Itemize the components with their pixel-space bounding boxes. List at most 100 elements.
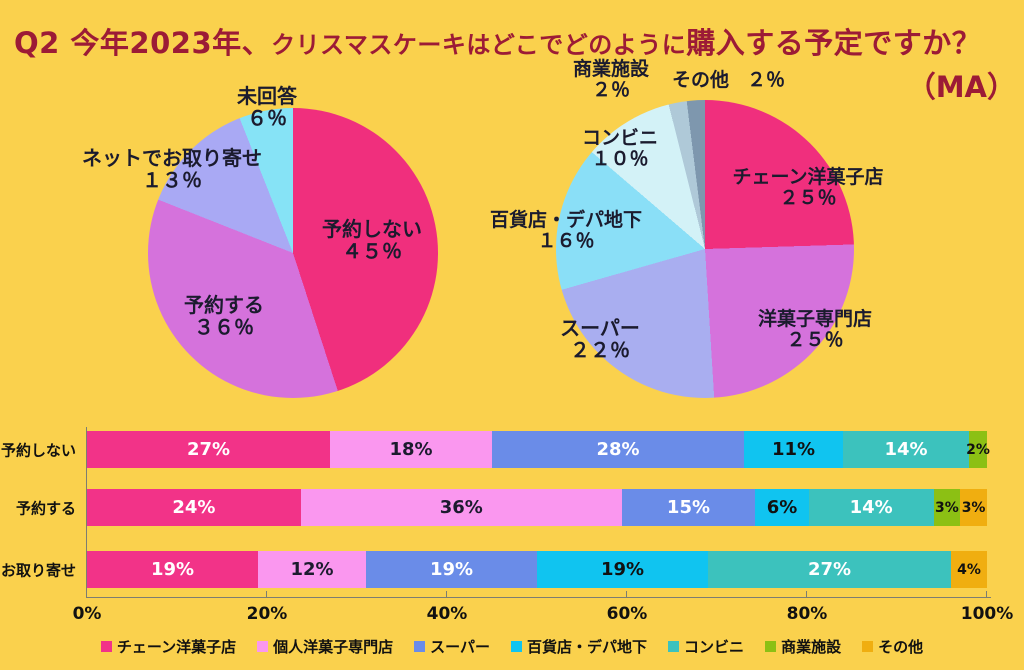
bar-segment-value: 27%	[186, 439, 231, 460]
bar-category-label: 予約する	[15, 499, 76, 517]
bar-segment-value: 18%	[389, 439, 433, 460]
x-axis-tick-mark	[266, 591, 267, 597]
x-axis-line	[86, 597, 991, 598]
bar-segment-value: 6%	[766, 497, 798, 518]
x-axis-tick-mark	[986, 591, 987, 597]
bar-segment-supermarket: 19%	[366, 551, 537, 588]
bar-segment-value: 14%	[849, 497, 893, 518]
legend-item-convenience-store: コンビニ	[668, 636, 744, 657]
pie-label-no-reservation: 予約しない ４５％	[322, 217, 422, 263]
bar-segment-value: 4%	[957, 561, 981, 578]
legend-label: コンビニ	[684, 638, 745, 656]
bar-category-label: お取り寄せ	[0, 561, 76, 579]
legend-swatch-icon	[862, 641, 874, 652]
bar-segment-department-store: 11%	[744, 431, 843, 468]
bar-segment-commercial-facility: 2%	[966, 431, 990, 468]
bar-row: 予約する 24% 36% 15% 6% 14% 3% 3%	[0, 489, 1024, 526]
pie-label-other: その他 ２％	[672, 69, 786, 91]
pie-label-supermarket: スーパー ２２％	[560, 316, 640, 362]
bar-segment-value: 2%	[966, 441, 990, 458]
legend-item-commercial-facility: 商業施設	[765, 636, 841, 657]
legend-label: 百貨店・デパ地下	[527, 638, 648, 656]
pie-label-convenience-store: コンビニ １０％	[581, 127, 658, 170]
bar-segment-convenience-store: 27%	[708, 551, 951, 588]
page-title-part1: Q2 今年2023年、	[14, 26, 272, 60]
bar-segment-supermarket: 28%	[492, 431, 744, 468]
bar-segment-value: 19%	[150, 559, 195, 580]
pie-label-no-answer: 未回答 ６％	[237, 84, 297, 130]
x-axis-tick-label: 20%	[246, 604, 288, 624]
bar-category-label: 予約しない	[0, 441, 76, 459]
pie-label-commercial-facility: 商業施設 ２％	[572, 58, 649, 101]
bar-segment-department-store: 19%	[537, 551, 708, 588]
bar-segment-other: 3%	[960, 489, 987, 526]
legend-label: チェーン洋菓子店	[116, 638, 237, 656]
multiple-answer-note: （MA）	[906, 70, 1016, 104]
bar-segment-other: 4%	[951, 551, 987, 588]
page-title: Q2 今年2023年、クリスマスケーキはどこでどのように購入する予定ですか？	[14, 20, 981, 62]
bar-segment-value: 19%	[600, 559, 645, 580]
legend-swatch-icon	[511, 641, 523, 652]
bar-segment-chain-cake-shop: 19%	[87, 551, 258, 588]
legend-item-other: その他	[862, 636, 923, 657]
x-axis-tick-label: 80%	[786, 604, 828, 624]
bar-segment-value: 3%	[961, 499, 986, 516]
page-title-part2: クリスマスケーキはどこでどのように	[271, 31, 687, 59]
bar-segment-value: 15%	[666, 497, 711, 518]
bar-segment-department-store: 6%	[755, 489, 809, 526]
legend-label: スーパー	[430, 638, 491, 656]
legend-swatch-icon	[765, 641, 777, 652]
bar-segment-value: 14%	[884, 439, 928, 460]
y-axis-line	[86, 427, 87, 598]
pie-label-reserve: 予約する ３６％	[184, 293, 264, 339]
x-axis-tick-mark	[626, 591, 627, 597]
bar-segment-convenience-store: 14%	[843, 431, 969, 468]
stacked-bar-chart: 予約しない 27% 18% 28% 11% 14% 2% 予約する 24% 36% 15% 6% 14%…	[0, 427, 1024, 670]
legend-label: 商業施設	[781, 638, 842, 656]
x-axis-tick-mark	[806, 591, 807, 597]
bar-segment-chain-cake-shop: 27%	[87, 431, 330, 468]
legend-item-department-store: 百貨店・デパ地下	[511, 636, 647, 657]
pie-chart-reservation-method	[148, 108, 438, 398]
bar-segment-value: 12%	[290, 559, 334, 580]
x-axis-tick-label: 60%	[606, 604, 648, 624]
bar-track: 19% 12% 19% 19% 27% 4%	[87, 551, 987, 588]
bar-segment-value: 19%	[429, 559, 474, 580]
pie-chart-purchase-location	[556, 100, 854, 398]
bar-segment-value: 28%	[596, 439, 640, 460]
bar-track: 27% 18% 28% 11% 14% 2%	[87, 431, 990, 468]
bar-segment-value: 3%	[934, 499, 959, 516]
x-axis-tick-mark	[86, 591, 87, 597]
legend-swatch-icon	[100, 641, 112, 652]
legend-label: その他	[878, 638, 924, 656]
x-axis-tick-label: 100%	[960, 604, 1014, 624]
chart-legend: チェーン洋菓子店 個人洋菓子専門店 スーパー 百貨店・デパ地下 コンビニ 商業施設 その他	[0, 636, 1024, 657]
bar-segment-value: 24%	[172, 497, 216, 518]
x-axis-tick-label: 40%	[426, 604, 468, 624]
bar-track: 24% 36% 15% 6% 14% 3% 3%	[87, 489, 987, 526]
bar-segment-convenience-store: 14%	[808, 489, 934, 526]
bar-segment-private-cake-shop: 12%	[258, 551, 366, 588]
bar-row: お取り寄せ 19% 12% 19% 19% 27% 4%	[0, 551, 1024, 588]
x-axis-tick-label: 0%	[72, 604, 102, 624]
bar-row: 予約しない 27% 18% 28% 11% 14% 2%	[0, 431, 1024, 468]
x-axis-tick-mark	[446, 591, 447, 597]
legend-item-supermarket: スーパー	[414, 636, 490, 657]
legend-swatch-icon	[257, 641, 269, 652]
pie-label-net-order: ネットでお取り寄せ １３％	[82, 146, 262, 192]
bar-segment-supermarket: 15%	[621, 489, 756, 526]
legend-swatch-icon	[668, 641, 680, 652]
page-title-part3: 購入する予定ですか？	[686, 26, 982, 60]
bar-segment-chain-cake-shop: 24%	[87, 489, 301, 526]
bar-segment-value: 27%	[807, 559, 852, 580]
bar-segment-private-cake-shop: 36%	[300, 489, 622, 526]
legend-item-private-cake-shop: 個人洋菓子専門店	[257, 636, 393, 657]
legend-item-chain-cake-shop: チェーン洋菓子店	[100, 636, 237, 657]
bar-segment-commercial-facility: 3%	[933, 489, 961, 526]
bar-segment-value: 36%	[439, 497, 483, 518]
bar-segment-private-cake-shop: 18%	[330, 431, 492, 468]
pie-label-department-store: 百貨店・デパ地下 １６％	[489, 209, 642, 252]
pie-label-chain-cake-shop: チェーン洋菓子店 ２５％	[732, 166, 884, 209]
pie-label-cake-specialty-shop: 洋菓子専門店 ２５％	[757, 308, 872, 351]
